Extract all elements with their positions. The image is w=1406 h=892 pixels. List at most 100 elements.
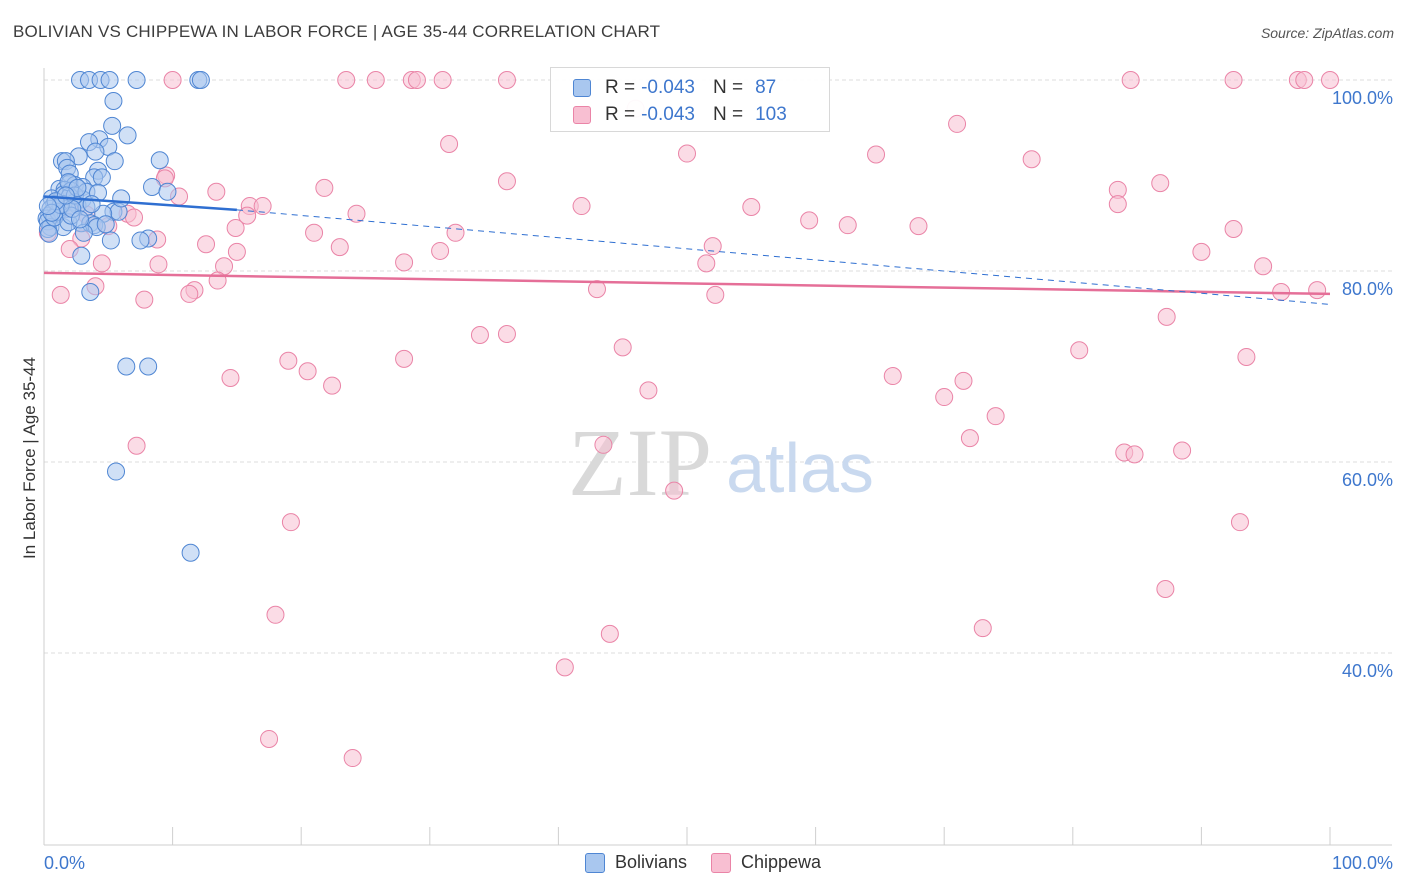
chippewa-point: [305, 223, 324, 242]
bolivians-point: [139, 357, 158, 376]
bolivians-point: [56, 186, 75, 205]
chippewa-point: [1125, 445, 1144, 464]
bolivians-point: [100, 71, 119, 89]
chippewa-point: [1308, 281, 1327, 300]
bolivians-point: [127, 71, 146, 89]
chippewa-point: [1070, 341, 1089, 360]
chippewa-point: [221, 368, 240, 387]
axes: [43, 68, 1392, 846]
chippewa-point: [180, 284, 199, 303]
chippewa-point: [446, 223, 465, 242]
n-label: N =: [712, 104, 744, 125]
chippewa-point: [197, 235, 216, 254]
chippewa-point: [227, 242, 246, 261]
bolivians-point: [117, 357, 136, 376]
bolivians-point: [112, 189, 131, 208]
chippewa-point: [1321, 71, 1339, 89]
legend-row-chippewa: R = -0.043 N = 103: [573, 103, 787, 127]
chippewa-point: [395, 349, 414, 368]
chippewa-point: [600, 624, 619, 643]
chippewa-point: [330, 238, 349, 257]
bolivians-point: [105, 152, 124, 171]
chippewa-point: [207, 182, 226, 201]
chippewa-point: [954, 371, 973, 390]
bolivians-point: [71, 210, 90, 229]
chippewa-point: [497, 71, 516, 89]
legend-row-bolivians: R = -0.043 N = 87: [573, 76, 776, 100]
chippewa-swatch: [573, 106, 591, 124]
chippewa-point: [253, 197, 272, 216]
chippewa-point: [347, 204, 366, 223]
correlation-legend: R = -0.043 N = 87 R = -0.043 N = 103: [550, 67, 830, 132]
chippewa-point: [948, 114, 967, 133]
legend-item-bolivians: Bolivians: [584, 852, 687, 873]
bolivians-trend-line: [43, 195, 237, 212]
bolivians-point: [118, 126, 137, 145]
chippewa-point: [838, 216, 857, 235]
chippewa-point: [1151, 174, 1170, 193]
bolivians-point: [191, 71, 210, 89]
chippewa-point: [337, 71, 356, 89]
chart-title: BOLIVIAN VS CHIPPEWA IN LABOR FORCE | AG…: [13, 22, 661, 41]
bolivians-point: [131, 231, 150, 250]
chippewa-point: [703, 237, 722, 256]
chippewa-point: [613, 338, 632, 357]
n-label: N =: [712, 77, 744, 98]
chippewa-point: [697, 254, 716, 273]
chippewa-point: [572, 197, 591, 216]
data-points: [37, 71, 1339, 768]
y-tick-label: 100.0%: [1332, 88, 1393, 108]
chippewa-point: [1121, 71, 1140, 89]
chippewa-point: [1108, 195, 1127, 214]
chippewa-point: [163, 71, 182, 89]
bolivians-point: [38, 197, 57, 216]
bolivians-point: [86, 142, 105, 161]
legend-item-chippewa: Chippewa: [710, 852, 821, 873]
x-tick-label: 100.0%: [1332, 853, 1393, 873]
bolivians-legend-swatch: [584, 852, 605, 873]
bolivians-point: [150, 151, 169, 170]
chippewa-point: [1230, 513, 1249, 532]
chippewa-point: [986, 407, 1005, 426]
grid-lines: [44, 79, 1392, 654]
chippewa-point: [497, 172, 516, 191]
chippewa-point: [433, 71, 452, 89]
bolivians-trend-line-dashed: [236, 209, 1331, 305]
chippewa-point: [135, 290, 154, 309]
n-value-bolivians: 87: [755, 77, 777, 98]
y-tick-label: 40.0%: [1342, 661, 1393, 681]
bolivians-point: [103, 116, 122, 135]
bolivians-point: [158, 182, 177, 201]
chippewa-point: [395, 253, 414, 272]
chippewa-point: [92, 254, 111, 273]
chippewa-point: [440, 134, 459, 153]
chippewa-point: [1254, 257, 1273, 276]
series-legend: Bolivians Chippewa: [0, 852, 1406, 873]
chippewa-point: [407, 71, 426, 89]
bolivians-point: [104, 92, 123, 111]
bolivians-point: [143, 177, 162, 196]
trend-lines: [43, 195, 1331, 305]
chippewa-point: [315, 178, 334, 197]
chippewa-point: [470, 325, 489, 344]
chippewa-point: [51, 285, 70, 304]
chippewa-point: [883, 367, 902, 386]
y-axis-label: In Labor Force | Age 35-44: [20, 357, 39, 559]
chippewa-point: [1224, 219, 1243, 238]
chippewa-point: [125, 208, 144, 227]
chippewa-point: [1157, 307, 1176, 326]
chippewa-point: [935, 388, 954, 407]
chippewa-point: [1295, 71, 1314, 89]
chippewa-point: [639, 381, 658, 400]
chippewa-point: [909, 217, 928, 236]
chippewa-point: [149, 255, 168, 274]
chippewa-point: [555, 658, 574, 677]
chippewa-point: [366, 71, 385, 89]
chippewa-point: [431, 241, 450, 260]
x-tick-label: 0.0%: [44, 853, 85, 873]
bolivians-point: [181, 543, 200, 562]
bolivians-swatch: [573, 79, 591, 97]
chippewa-point: [343, 749, 362, 768]
chippewa-point: [127, 436, 146, 455]
